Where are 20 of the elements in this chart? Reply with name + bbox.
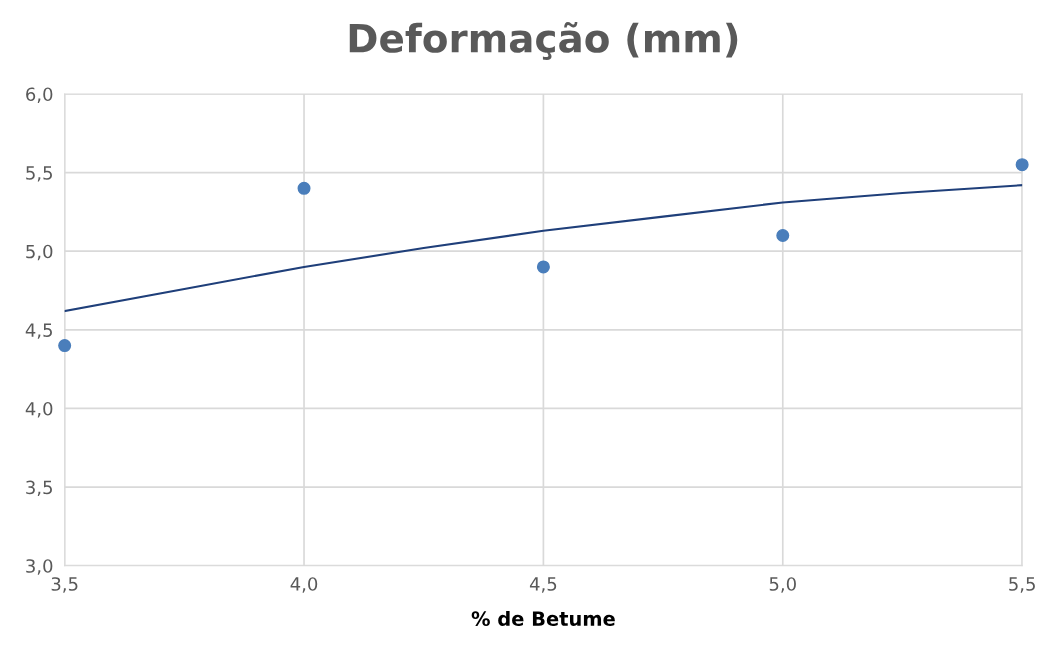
point — [1015, 158, 1029, 172]
x-tick-label: 5,5 — [1009, 577, 1035, 593]
y-tick-label: 3,5 — [26, 480, 52, 497]
line-series — [64, 184, 1023, 312]
x-tick-label: 5,0 — [769, 577, 796, 593]
point — [58, 339, 72, 353]
point — [297, 181, 311, 195]
y-tick-label: 6,0 — [26, 87, 53, 103]
x-axis-title: % de Betume — [471, 610, 615, 627]
x-tick-label: 4,5 — [529, 577, 557, 593]
point — [776, 228, 790, 242]
y-tick-label: 4,5 — [25, 323, 52, 339]
y-tick-label: 4,0 — [25, 401, 53, 418]
x-tick-label: 3,5 — [51, 577, 78, 593]
y-tick-label: 5,5 — [26, 166, 52, 182]
chart-title: Deformação (mm) — [349, 22, 738, 60]
y-tick-label: 5,0 — [26, 244, 53, 261]
point — [536, 260, 550, 274]
y-tick-label: 3,0 — [26, 559, 53, 575]
x-tick-label: 4,0 — [290, 577, 318, 593]
